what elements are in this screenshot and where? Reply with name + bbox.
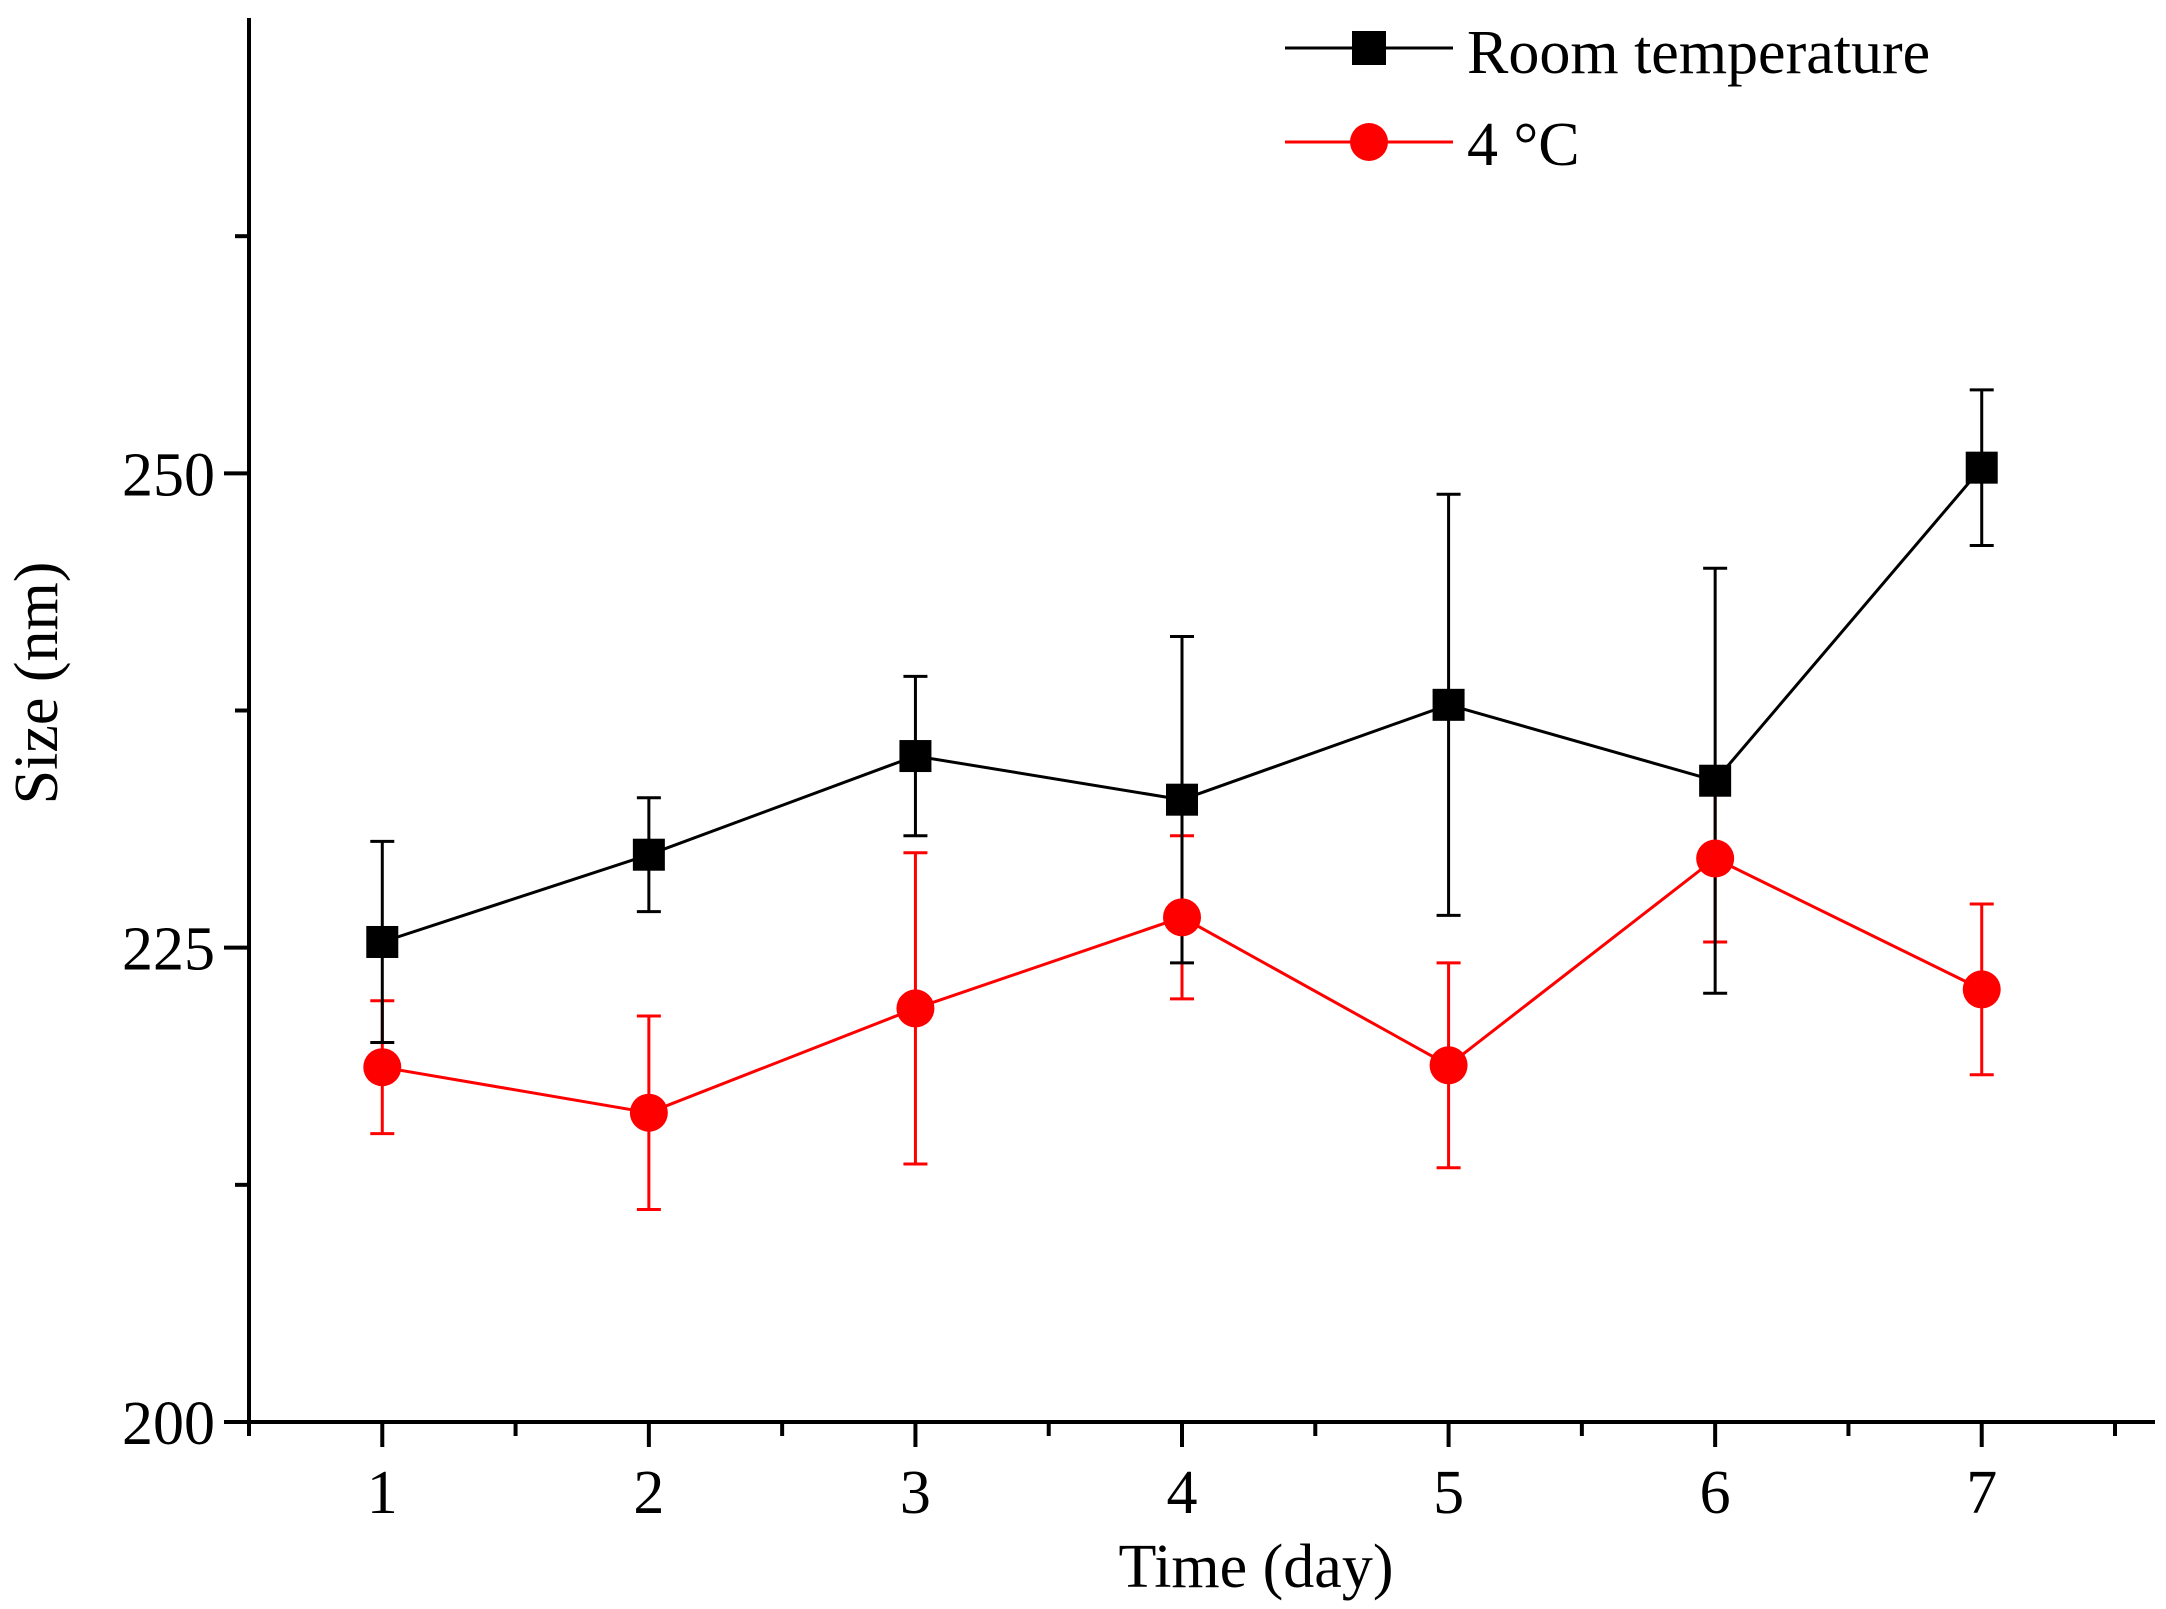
legend-label-4c: 4 °C <box>1467 111 1580 179</box>
tick-labels-layer: 200 225 250 1 2 3 4 5 6 7 <box>122 441 1997 1527</box>
data-point-room-temperature <box>1965 451 1998 484</box>
x-tick-label-6: 6 <box>1700 1459 1731 1527</box>
legend-item-4c: 4 °C <box>1285 111 1580 179</box>
x-axis-title: Time (day) <box>1119 1533 1394 1601</box>
data-point-room-temperature <box>1699 764 1732 797</box>
data-point-4c <box>629 1093 668 1132</box>
data-point-4c <box>363 1048 402 1087</box>
legend-label-room-temperature: Room temperature <box>1467 19 1930 87</box>
y-tick-label-225: 225 <box>122 916 215 984</box>
data-point-room-temperature <box>632 838 665 871</box>
data-point-4c <box>1962 970 2001 1009</box>
data-point-4c <box>1163 898 1202 937</box>
x-tick-label-1: 1 <box>367 1459 398 1527</box>
data-point-4c <box>1429 1046 1468 1085</box>
data-point-4c <box>1696 839 1735 878</box>
y-tick-label-250: 250 <box>122 441 215 509</box>
x-tick-label-4: 4 <box>1167 1459 1198 1527</box>
axes-layer <box>224 18 2155 1447</box>
data-point-room-temperature <box>366 925 399 958</box>
legend-marker-square <box>1352 31 1386 65</box>
series-markers-layer <box>363 451 2001 1132</box>
data-point-room-temperature <box>1166 783 1199 816</box>
x-tick-label-2: 2 <box>633 1459 664 1527</box>
legend: Room temperature 4 °C <box>1285 19 1930 179</box>
legend-item-room-temperature: Room temperature <box>1285 19 1930 87</box>
data-point-4c <box>896 989 935 1028</box>
y-tick-label-200: 200 <box>122 1390 215 1458</box>
data-point-room-temperature <box>899 740 932 773</box>
y-axis-title: Size (nm) <box>3 562 71 805</box>
x-tick-label-7: 7 <box>1966 1459 1997 1527</box>
x-tick-label-3: 3 <box>900 1459 931 1527</box>
data-point-room-temperature <box>1432 688 1465 721</box>
x-tick-label-5: 5 <box>1433 1459 1464 1527</box>
legend-marker-circle <box>1350 123 1388 161</box>
